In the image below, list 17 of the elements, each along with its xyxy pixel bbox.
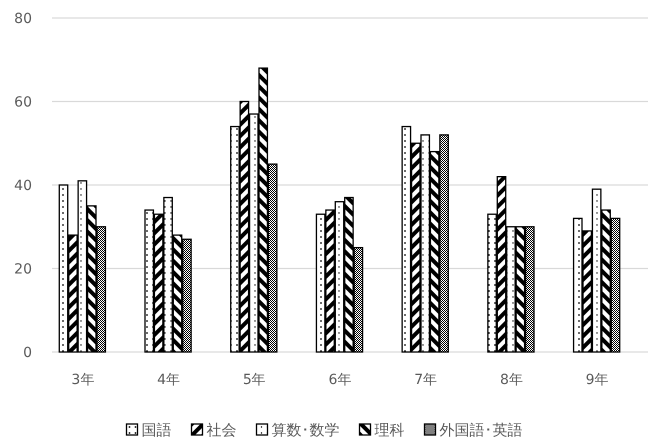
y-tick-label: 0 (23, 345, 32, 361)
y-tick-label: 20 (14, 262, 32, 278)
y-tick-label: 60 (14, 94, 32, 110)
legend-label: 算数･数学 (272, 421, 340, 439)
legend-label: 国語 (142, 421, 172, 439)
x-tick-label: 3年 (71, 372, 94, 388)
legend-label: 社会 (206, 421, 236, 439)
x-tick-label: 4年 (157, 372, 180, 388)
x-tick-label: 8年 (500, 372, 523, 388)
y-tick-label: 80 (14, 11, 32, 27)
legend-label: 外国語･英語 (440, 421, 522, 439)
legend-label: 理科 (374, 421, 404, 439)
x-tick-label: 9年 (586, 372, 609, 388)
x-tick-label: 7年 (414, 372, 438, 388)
y-tick-label: 40 (14, 178, 32, 194)
x-tick-label: 5年 (242, 372, 266, 388)
x-tick-label: 6年 (328, 372, 352, 388)
